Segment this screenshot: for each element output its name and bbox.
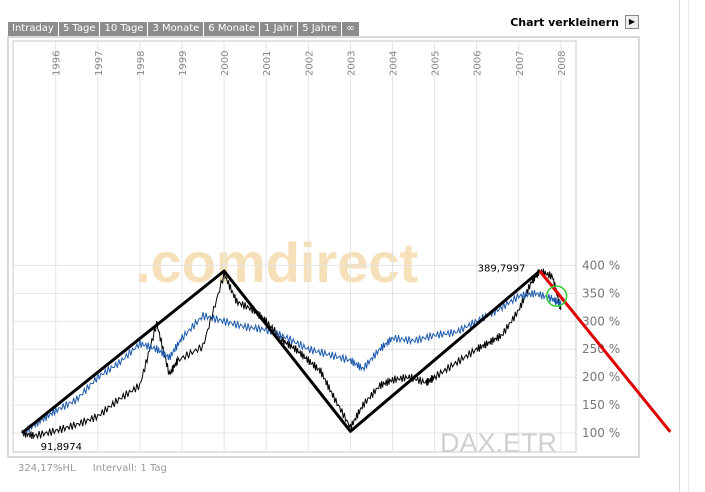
y-tick-label: 200 % <box>582 370 620 384</box>
x-tick-label: 2006 <box>473 51 484 76</box>
tab-1-jahr[interactable]: 1 Jahr <box>260 22 299 36</box>
tab-5-tage[interactable]: 5 Tage <box>58 22 101 36</box>
x-tick-label: 2008 <box>557 51 568 76</box>
x-tick-label: 2001 <box>262 51 273 76</box>
x-tick-label: 2002 <box>304 51 315 76</box>
timeframe-tabs: Intraday 5 Tage 10 Tage 3 Monate 6 Monat… <box>8 22 360 36</box>
x-tick-label: 2005 <box>431 51 442 76</box>
tab-3-monate[interactable]: 3 Monate <box>148 22 205 36</box>
y-tick-label: 300 % <box>582 314 620 328</box>
tab-6-monate[interactable]: 6 Monate <box>204 22 261 36</box>
x-tick-label: 1996 <box>52 51 63 76</box>
y-tick-label: 250 % <box>582 342 620 356</box>
chart-toggle-label[interactable]: Chart verkleinern <box>510 15 619 29</box>
chart-toggle[interactable]: Chart verkleinern ▶ <box>510 15 639 29</box>
price-line-blue <box>21 290 562 437</box>
y-tick-label: 350 % <box>582 286 620 300</box>
y-tick-label: 150 % <box>582 398 620 412</box>
tab-infinity[interactable]: ∞ <box>342 22 360 36</box>
x-tick-label: 1999 <box>178 51 189 76</box>
value-annotation: 91,8974 <box>41 442 82 453</box>
x-tick-label: 2004 <box>388 51 399 76</box>
x-tick-label: 1997 <box>94 51 105 76</box>
trendline-red <box>538 270 672 433</box>
x-tick-label: 2000 <box>220 51 231 76</box>
y-tick-label: 400 % <box>582 258 620 272</box>
y-tick-label: 100 % <box>582 426 620 440</box>
x-tick-label: 1998 <box>136 51 147 76</box>
play-arrow-icon[interactable]: ▶ <box>625 15 639 29</box>
value-annotation: 389,7997 <box>478 264 526 275</box>
tab-intraday[interactable]: Intraday <box>8 22 59 36</box>
highlight-circle <box>545 285 568 307</box>
plot-inner <box>12 40 577 453</box>
change-readout: 324,17%HL <box>18 463 76 474</box>
tab-5-jahre[interactable]: 5 Jahre <box>298 22 343 36</box>
divider <box>679 0 680 492</box>
interval-readout: Intervall: 1 Tag <box>92 463 167 474</box>
price-line-black <box>21 268 562 440</box>
x-tick-label: 2003 <box>346 51 357 76</box>
watermark-logo: .comdirect <box>135 231 418 294</box>
trendline-black <box>21 269 541 435</box>
chart-footer: 324,17%HL Intervall: 1 Tag <box>18 463 181 474</box>
x-tick-label: 2007 <box>515 51 526 76</box>
divider <box>688 0 689 492</box>
tab-10-tage[interactable]: 10 Tage <box>100 22 149 36</box>
